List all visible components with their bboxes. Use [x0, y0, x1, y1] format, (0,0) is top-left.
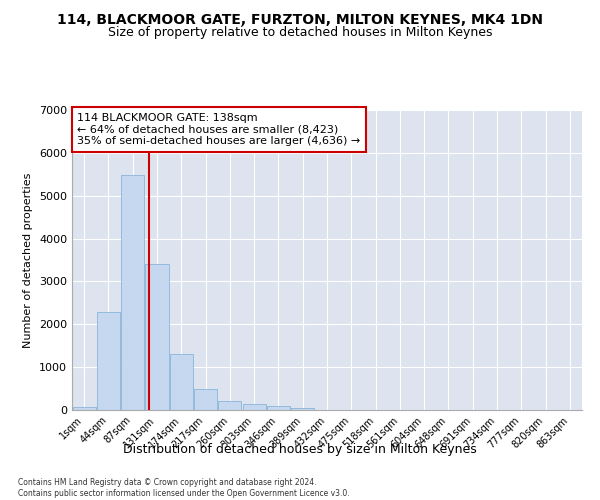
Bar [218, 402, 241, 410]
Bar [97, 312, 120, 410]
Bar [267, 406, 290, 410]
Bar [121, 175, 144, 410]
Text: Size of property relative to detached houses in Milton Keynes: Size of property relative to detached ho… [108, 26, 492, 39]
Text: Contains HM Land Registry data © Crown copyright and database right 2024.
Contai: Contains HM Land Registry data © Crown c… [18, 478, 350, 498]
Bar [73, 406, 95, 410]
Y-axis label: Number of detached properties: Number of detached properties [23, 172, 34, 348]
Text: 114 BLACKMOOR GATE: 138sqm
← 64% of detached houses are smaller (8,423)
35% of s: 114 BLACKMOOR GATE: 138sqm ← 64% of deta… [77, 113, 361, 146]
Bar [291, 408, 314, 410]
Bar [242, 404, 266, 410]
Text: 114, BLACKMOOR GATE, FURZTON, MILTON KEYNES, MK4 1DN: 114, BLACKMOOR GATE, FURZTON, MILTON KEY… [57, 12, 543, 26]
Bar [145, 264, 169, 410]
Bar [170, 354, 193, 410]
Text: Distribution of detached houses by size in Milton Keynes: Distribution of detached houses by size … [123, 442, 477, 456]
Bar [194, 388, 217, 410]
